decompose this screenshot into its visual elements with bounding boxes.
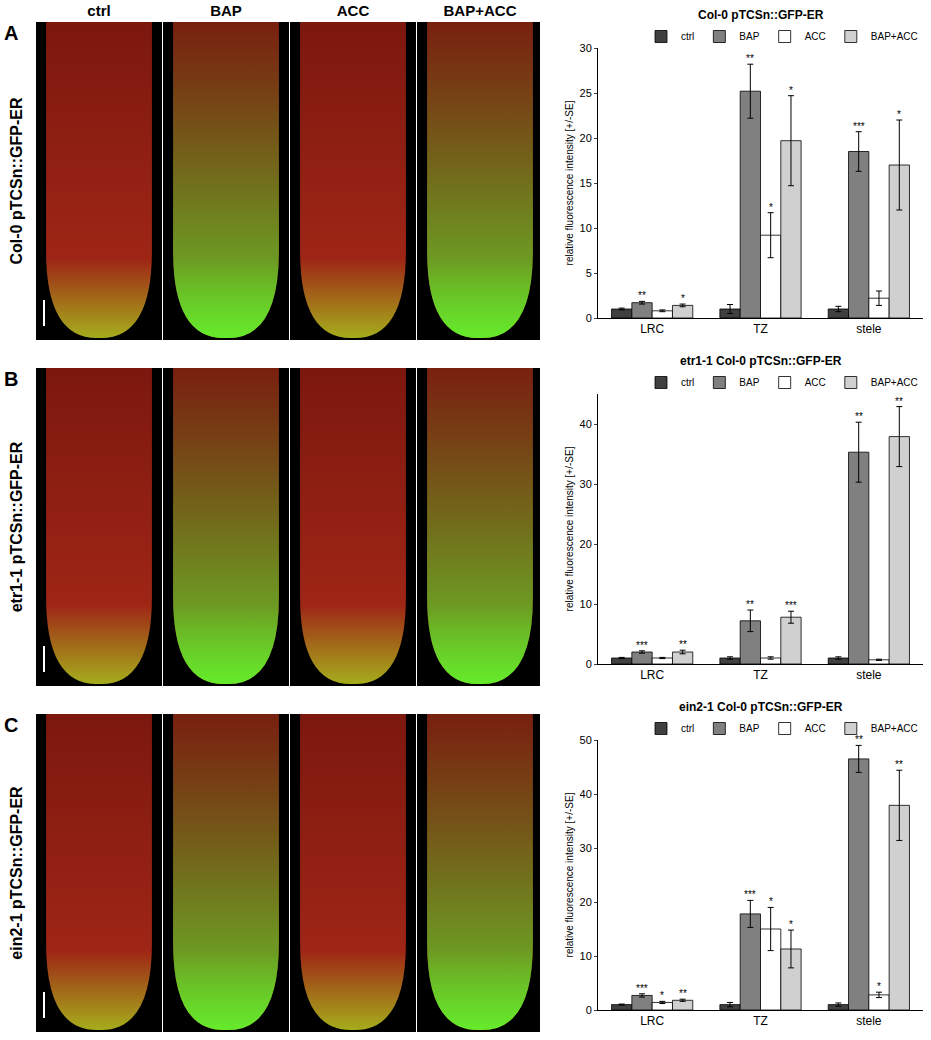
svg-text:**: **: [855, 411, 863, 422]
svg-text:LRC: LRC: [640, 668, 664, 682]
svg-text:10: 10: [580, 598, 592, 610]
svg-text:BAP+ACC: BAP+ACC: [871, 31, 918, 42]
svg-text:**: **: [895, 759, 903, 770]
svg-text:40: 40: [580, 418, 592, 430]
svg-text:**: **: [638, 290, 646, 301]
svg-text:ACC: ACC: [805, 31, 826, 42]
svg-text:relative fluorescence intensit: relative fluorescence intensity [+/-SE]: [564, 792, 575, 957]
svg-text:relative fluorescence intensit: relative fluorescence intensity [+/-SE]: [564, 446, 575, 611]
svg-text:TZ: TZ: [753, 668, 768, 682]
svg-text:Col-0 pTCSn::GFP-ER: Col-0 pTCSn::GFP-ER: [698, 8, 824, 22]
svg-text:BAP: BAP: [739, 31, 759, 42]
svg-text:50: 50: [580, 734, 592, 746]
svg-text:0: 0: [586, 1004, 592, 1016]
svg-text:10: 10: [580, 222, 592, 234]
svg-text:BAP+ACC: BAP+ACC: [871, 723, 918, 734]
svg-text:30: 30: [580, 42, 592, 54]
svg-text:etr1-1 pTCSn::GFP-ER: etr1-1 pTCSn::GFP-ER: [8, 441, 25, 612]
svg-text:*: *: [897, 109, 901, 120]
svg-text:*: *: [769, 896, 773, 907]
svg-text:*: *: [789, 85, 793, 96]
svg-text:**: **: [746, 599, 754, 610]
svg-text:**: **: [746, 53, 754, 64]
svg-text:20: 20: [580, 896, 592, 908]
svg-text:30: 30: [580, 478, 592, 490]
svg-text:40: 40: [580, 788, 592, 800]
svg-text:stele: stele: [856, 668, 882, 682]
svg-text:***: ***: [744, 889, 756, 900]
svg-text:relative fluorescence intensit: relative fluorescence intensity [+/-SE]: [564, 100, 575, 265]
svg-text:*: *: [681, 293, 685, 304]
svg-text:20: 20: [580, 132, 592, 144]
svg-text:25: 25: [580, 87, 592, 99]
svg-text:0: 0: [586, 312, 592, 324]
svg-text:BAP+ACC: BAP+ACC: [871, 377, 918, 388]
svg-text:TZ: TZ: [753, 1014, 768, 1028]
svg-text:LRC: LRC: [640, 322, 664, 336]
svg-text:**: **: [895, 396, 903, 407]
svg-text:15: 15: [580, 177, 592, 189]
svg-text:TZ: TZ: [753, 322, 768, 336]
svg-text:30: 30: [580, 842, 592, 854]
svg-text:10: 10: [580, 950, 592, 962]
svg-text:*: *: [660, 990, 664, 1001]
svg-text:ctrl: ctrl: [681, 31, 694, 42]
svg-text:5: 5: [586, 267, 592, 279]
svg-text:stele: stele: [856, 1014, 882, 1028]
svg-text:LRC: LRC: [640, 1014, 664, 1028]
svg-text:*: *: [789, 919, 793, 930]
svg-text:A: A: [4, 22, 18, 44]
svg-text:ein2-1 pTCSn::GFP-ER: ein2-1 pTCSn::GFP-ER: [8, 786, 25, 960]
svg-text:***: ***: [636, 983, 648, 994]
svg-text:0: 0: [586, 658, 592, 670]
svg-text:stele: stele: [856, 322, 882, 336]
svg-text:ACC: ACC: [805, 723, 826, 734]
svg-text:Col-0 pTCSn::GFP-ER: Col-0 pTCSn::GFP-ER: [8, 97, 25, 265]
svg-text:BAP: BAP: [210, 2, 242, 19]
svg-text:***: ***: [853, 121, 865, 132]
svg-text:BAP+ACC: BAP+ACC: [444, 2, 517, 19]
svg-text:**: **: [679, 988, 687, 999]
svg-text:**: **: [855, 734, 863, 745]
svg-text:ctrl: ctrl: [681, 723, 694, 734]
svg-text:*: *: [769, 202, 773, 213]
svg-text:BAP: BAP: [739, 723, 759, 734]
svg-text:ACC: ACC: [337, 2, 370, 19]
svg-text:**: **: [679, 639, 687, 650]
svg-text:BAP: BAP: [739, 377, 759, 388]
svg-text:ctrl: ctrl: [87, 2, 110, 19]
svg-text:*: *: [877, 981, 881, 992]
svg-text:***: ***: [785, 600, 797, 611]
svg-text:ACC: ACC: [805, 377, 826, 388]
svg-text:etr1-1 Col-0 pTCSn::GFP-ER: etr1-1 Col-0 pTCSn::GFP-ER: [680, 354, 842, 368]
svg-text:B: B: [4, 368, 18, 390]
svg-text:C: C: [4, 714, 18, 736]
svg-text:ctrl: ctrl: [681, 377, 694, 388]
svg-text:20: 20: [580, 538, 592, 550]
svg-text:ein2-1 Col-0 pTCSn::GFP-ER: ein2-1 Col-0 pTCSn::GFP-ER: [679, 700, 843, 714]
svg-text:***: ***: [636, 640, 648, 651]
